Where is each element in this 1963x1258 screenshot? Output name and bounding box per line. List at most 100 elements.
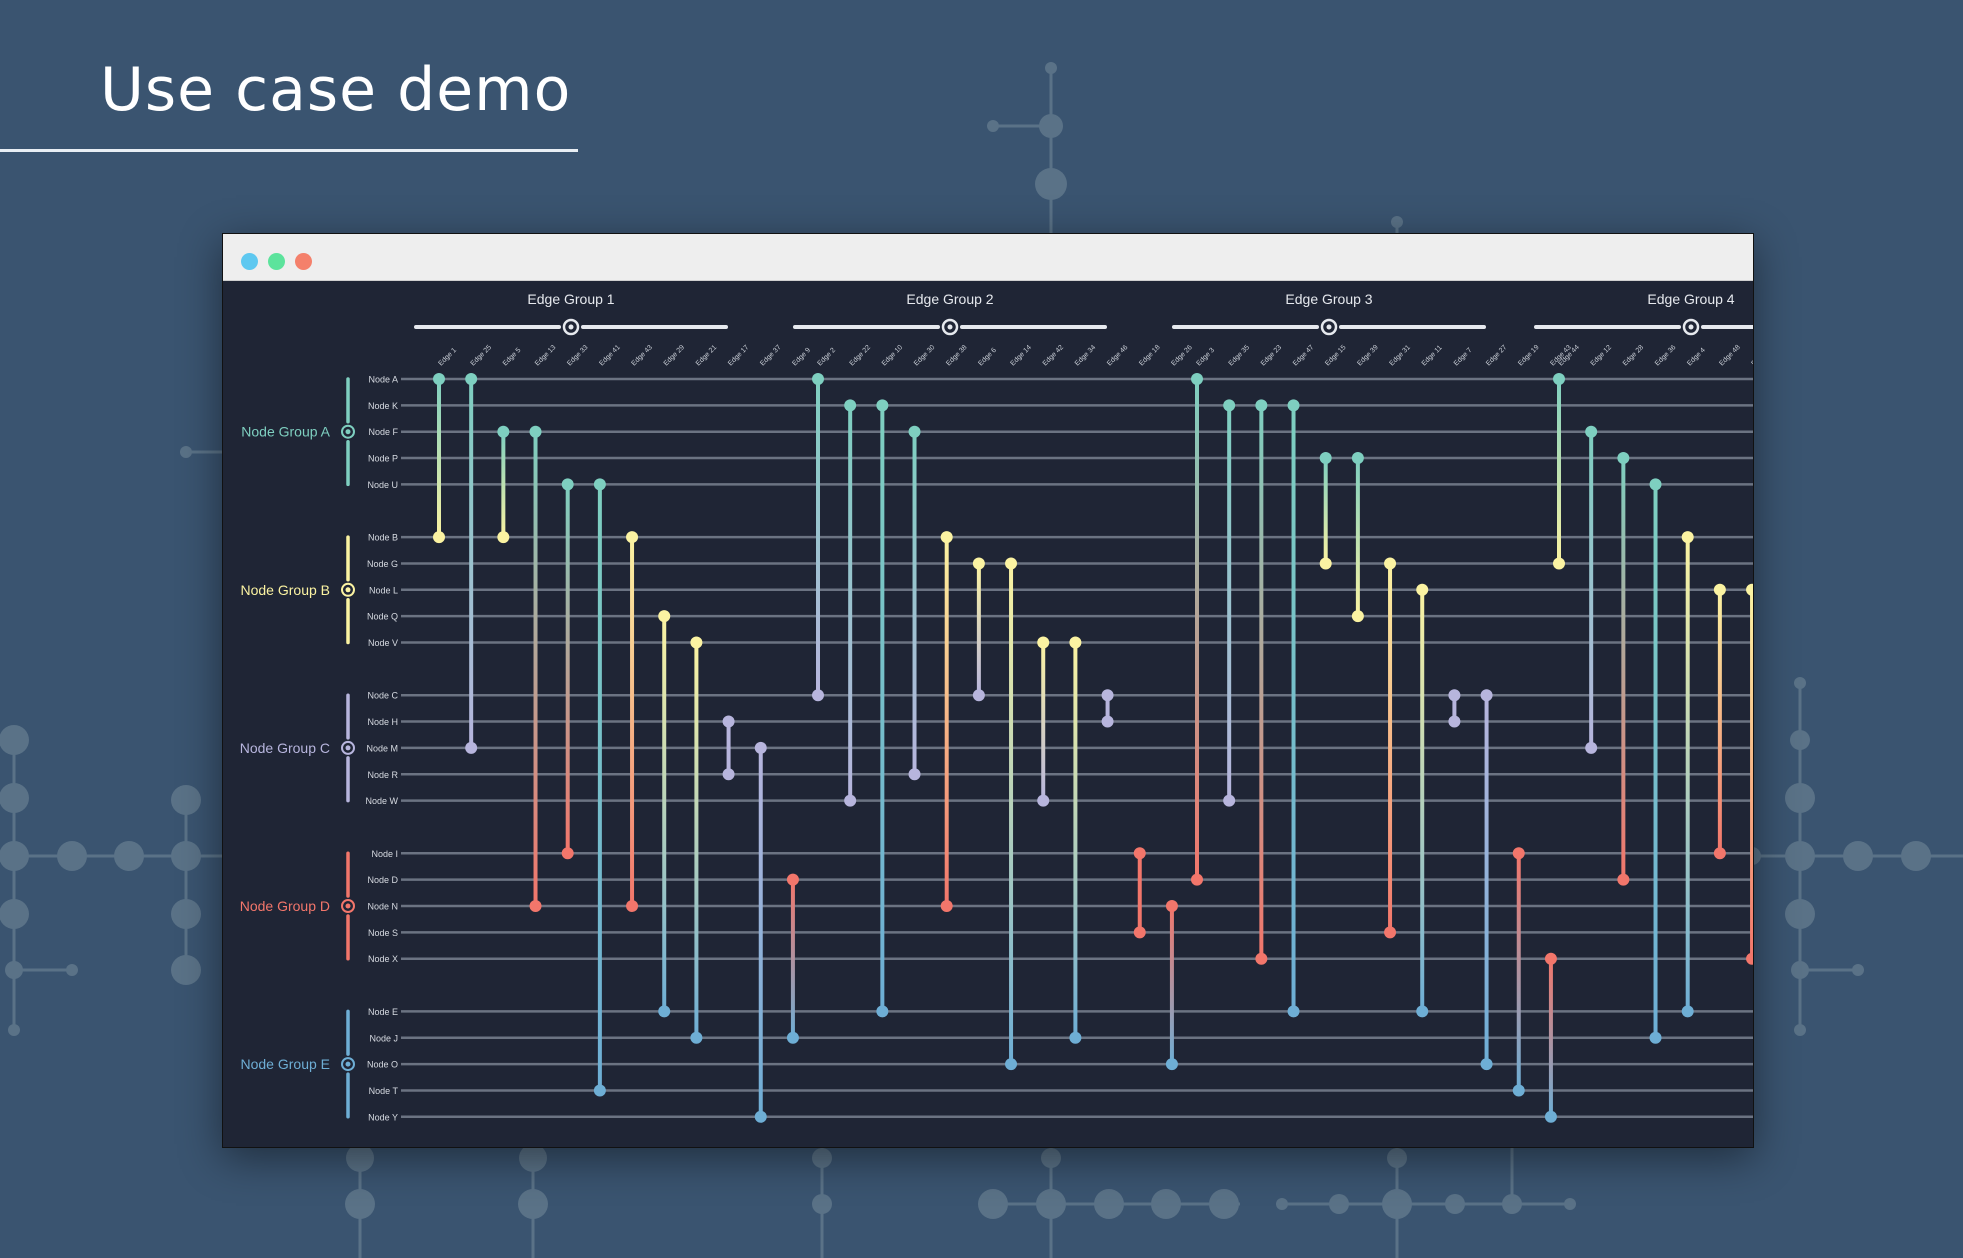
edge-endpoint <box>812 689 824 702</box>
edge-label-edge-42: Edge 42 <box>1042 344 1065 367</box>
bg-node <box>171 841 201 871</box>
edge-endpoint <box>908 425 921 438</box>
node-label-node-d: Node D <box>367 875 398 885</box>
edge-label-edge-10: Edge 10 <box>881 344 904 367</box>
edge-endpoint <box>1191 373 1203 385</box>
edge-group-label-edge-group-2: Edge Group 2 <box>906 291 993 307</box>
edge-endpoint <box>1649 1031 1662 1044</box>
node-group-toggle-icon[interactable] <box>341 899 355 913</box>
edge-endpoint <box>1713 583 1726 596</box>
node-label-node-r: Node R <box>367 770 398 780</box>
node-group-toggle-dot <box>345 1061 351 1067</box>
edge-endpoint <box>1165 900 1178 912</box>
biofabric-visualization: Node A Node K Node F Node P Node U Node Group… <box>240 291 1753 1123</box>
node-group-toggle-dot <box>345 745 351 751</box>
node-group-toggle-icon[interactable] <box>341 424 355 439</box>
window-minimize-button[interactable] <box>268 253 285 270</box>
bg-node <box>812 1148 832 1168</box>
edge-group-label-edge-group-4: Edge Group 4 <box>1647 291 1734 307</box>
bg-node <box>346 1144 374 1172</box>
edge-label-edge-48: Edge 48 <box>1718 344 1741 367</box>
bg-node <box>0 725 29 755</box>
node-label-node-w: Node W <box>365 796 398 806</box>
edge-label-edge-26: Edge 26 <box>1170 344 1193 367</box>
edge-label-edge-29: Edge 29 <box>663 344 686 367</box>
edge-endpoint <box>1223 794 1236 807</box>
edge-endpoint <box>529 900 542 912</box>
edge-endpoint <box>1133 926 1146 939</box>
node-label-node-x: Node X <box>368 954 398 964</box>
edge-endpoint <box>465 741 478 754</box>
edge-endpoint <box>876 1005 889 1018</box>
bg-node <box>1785 841 1815 871</box>
edge-endpoint <box>1681 1005 1694 1018</box>
edge-group-toggle-icon[interactable] <box>562 318 580 336</box>
node-label-node-m: Node M <box>366 743 398 753</box>
edge-label-edge-31: Edge 31 <box>1389 344 1412 367</box>
edge-endpoint <box>593 1084 606 1097</box>
edge-label-edge-15: Edge 15 <box>1324 344 1347 367</box>
edge-endpoint <box>972 557 985 570</box>
node-label-node-h: Node H <box>367 717 398 727</box>
edge-endpoint <box>626 900 639 912</box>
bg-node <box>5 961 23 979</box>
bg-node <box>0 841 29 871</box>
window-maximize-button[interactable] <box>295 253 312 270</box>
edge-endpoint <box>465 373 478 385</box>
edge-endpoint <box>1585 425 1598 438</box>
bg-node <box>1794 1024 1806 1036</box>
edge-endpoint <box>1351 610 1364 623</box>
bg-node <box>1151 1189 1181 1219</box>
edge-label-edge-39: Edge 39 <box>1356 344 1379 367</box>
node-group-toggle-icon[interactable] <box>341 740 355 755</box>
edge-group-toggle-icon[interactable] <box>1320 318 1338 336</box>
bg-node <box>0 899 29 929</box>
node-group-label-node-group-a: Node Group A <box>241 424 330 440</box>
edge-endpoint <box>1005 1058 1018 1071</box>
node-label-node-b: Node B <box>368 533 398 543</box>
node-label-node-i: Node I <box>371 849 398 859</box>
edge-endpoint <box>722 768 735 781</box>
edge-endpoint <box>844 794 857 807</box>
edge-endpoint <box>433 531 445 544</box>
node-label-node-u: Node U <box>367 480 398 490</box>
edge-endpoint <box>812 373 824 385</box>
edge-endpoint <box>1319 557 1332 570</box>
edge-group-toggle-icon[interactable] <box>941 318 959 336</box>
edge-endpoint <box>786 1031 799 1044</box>
bg-node <box>1382 1189 1412 1219</box>
edge-group-label-edge-group-3: Edge Group 3 <box>1285 291 1372 307</box>
bg-node <box>66 964 78 976</box>
edge-endpoint <box>754 741 767 754</box>
window-close-button[interactable] <box>241 253 258 270</box>
edge-group-toggle-icon[interactable] <box>1682 318 1700 336</box>
edge-endpoint <box>1512 847 1525 860</box>
edge-endpoint <box>1101 689 1114 702</box>
edge-endpoint <box>1223 399 1236 412</box>
edge-label-edge-2: Edge 2 <box>816 347 837 368</box>
edge-label-edge-36: Edge 36 <box>1654 344 1677 367</box>
bg-node <box>8 1024 20 1036</box>
edge-label-edge-34: Edge 34 <box>1074 344 1097 367</box>
edge-label-edge-22: Edge 22 <box>849 344 872 367</box>
edge-endpoint <box>1448 715 1461 728</box>
edge-label-edge-17: Edge 17 <box>727 344 750 367</box>
bg-node <box>114 841 144 871</box>
edge-label-edge-18: Edge 18 <box>1138 344 1161 367</box>
bg-node <box>518 1189 548 1219</box>
node-group-toggle-icon[interactable] <box>341 582 355 597</box>
edge-endpoint <box>1746 952 1753 965</box>
node-label-node-v: Node V <box>368 638 398 648</box>
bg-node <box>1901 841 1931 871</box>
edge-label-edge-5: Edge 5 <box>502 347 523 368</box>
edge-endpoint <box>1448 689 1461 702</box>
slide-title: Use case demo <box>100 55 572 125</box>
edge-endpoint <box>658 610 671 623</box>
edge-endpoint <box>561 847 574 860</box>
edge-label-edge-23: Edge 23 <box>1260 344 1283 367</box>
edge-label-edge-38: Edge 38 <box>945 344 968 367</box>
node-group-toggle-icon[interactable] <box>341 1057 355 1072</box>
edge-endpoint <box>1544 1110 1557 1123</box>
edge-endpoint <box>497 531 510 544</box>
